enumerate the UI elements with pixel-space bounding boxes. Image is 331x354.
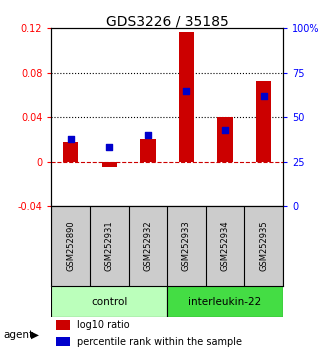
Bar	[256, 80, 271, 162]
Bar	[167, 286, 283, 317]
Text: percentile rank within the sample: percentile rank within the sample	[77, 337, 242, 347]
Bar	[179, 32, 194, 162]
Text: GSM252932: GSM252932	[143, 221, 152, 272]
Bar	[140, 139, 156, 162]
Point	[184, 88, 189, 93]
Text: GSM252935: GSM252935	[259, 221, 268, 272]
Bar	[56, 320, 70, 330]
Bar	[56, 337, 70, 347]
Point	[261, 93, 266, 99]
Point	[222, 127, 228, 132]
Point	[107, 144, 112, 150]
Text: log10 ratio: log10 ratio	[77, 320, 129, 330]
Text: GSM252890: GSM252890	[66, 221, 75, 272]
Text: interleukin-22: interleukin-22	[188, 297, 262, 307]
Bar	[51, 286, 167, 317]
Text: ▶: ▶	[31, 330, 39, 339]
Point	[145, 132, 151, 138]
Point	[68, 136, 73, 141]
Text: GSM252933: GSM252933	[182, 221, 191, 272]
Bar	[63, 142, 78, 162]
Text: agent: agent	[3, 330, 33, 339]
Bar	[102, 162, 117, 167]
Bar	[217, 117, 233, 162]
Text: GSM252931: GSM252931	[105, 221, 114, 272]
Title: GDS3226 / 35185: GDS3226 / 35185	[106, 14, 228, 28]
Text: GSM252934: GSM252934	[220, 221, 230, 272]
Text: control: control	[91, 297, 127, 307]
